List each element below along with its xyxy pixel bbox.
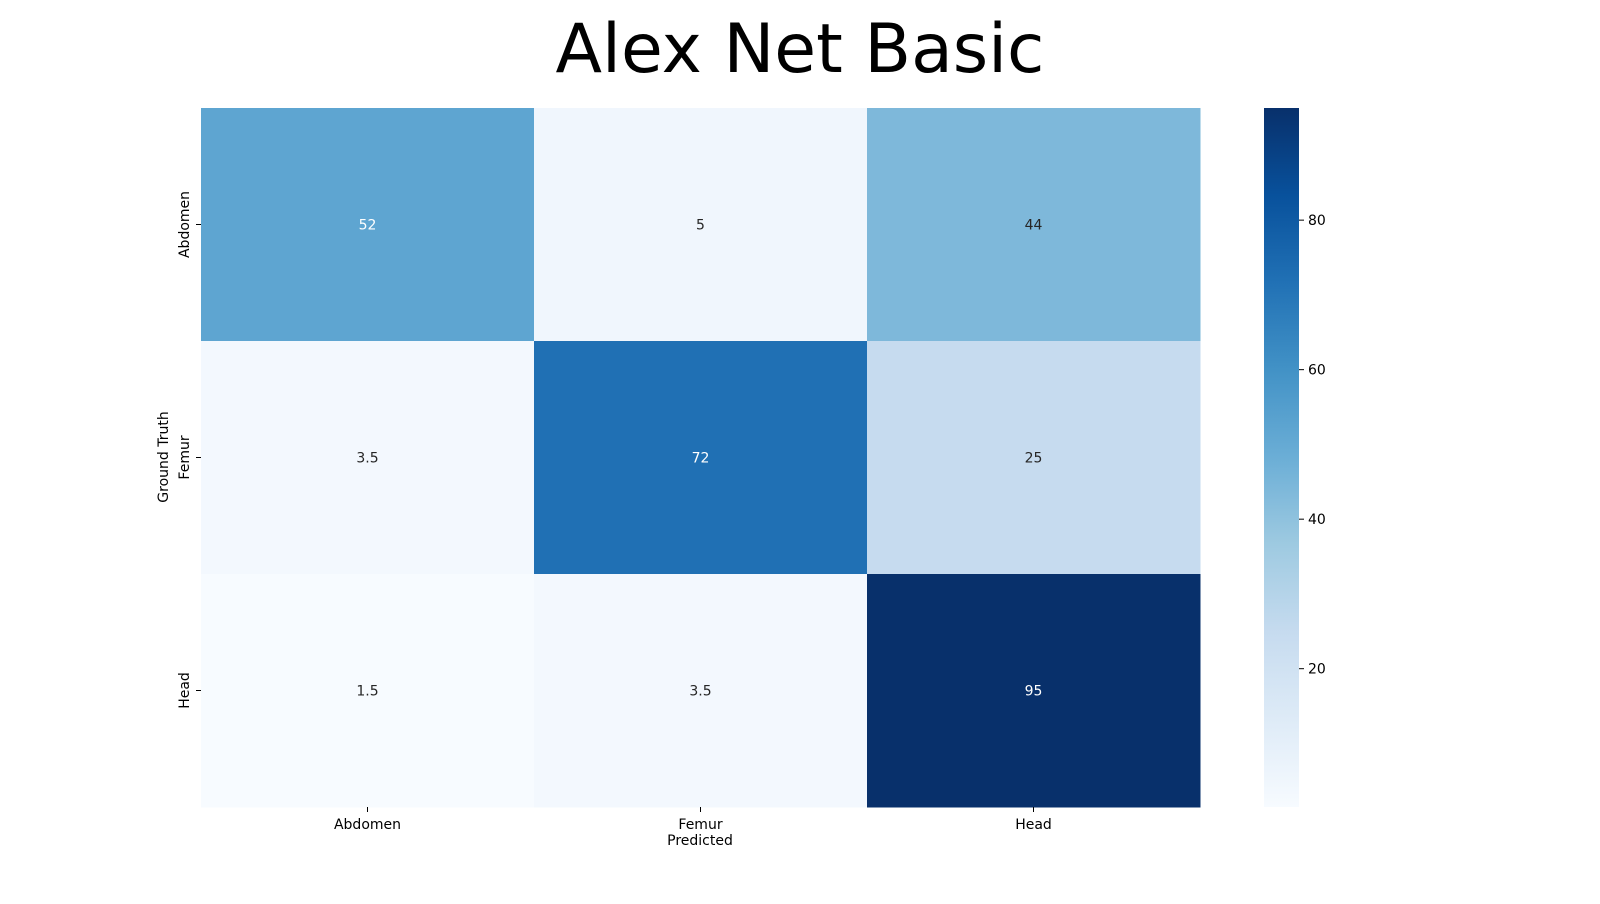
y-tick-label: Head <box>177 672 193 709</box>
heatmap-cell <box>867 341 1201 575</box>
x-axis-label: Predicted <box>667 833 733 849</box>
colorbar-tick-label: 80 <box>1308 213 1326 229</box>
cell-value-label: 3.5 <box>356 451 378 467</box>
y-tick-label: Abdomen <box>177 191 193 258</box>
cell-value-label: 44 <box>1025 218 1043 234</box>
chart-title: Alex Net Basic <box>556 10 1045 89</box>
heatmap-cell <box>201 108 535 342</box>
heatmap-annotations: 52 5 44 3.5 72 25 1.5 3.5 95 <box>356 218 1042 700</box>
heatmap-cell <box>201 574 535 808</box>
heatmap-cell <box>867 108 1201 342</box>
cell-value-label: 52 <box>359 218 377 234</box>
x-tick-label: Head <box>1015 817 1052 833</box>
cell-value-label: 95 <box>1025 684 1043 700</box>
y-axis: Abdomen Femur Head <box>177 191 201 709</box>
x-tick-label: Abdomen <box>334 817 401 833</box>
colorbar-tick-label: 40 <box>1308 512 1326 528</box>
colorbar-tick-label: 20 <box>1308 662 1326 678</box>
cell-value-label: 1.5 <box>356 684 378 700</box>
y-axis-label: Ground Truth <box>156 411 172 502</box>
heatmap-cell <box>534 574 868 808</box>
heatmap-cell <box>201 341 535 575</box>
heatmap-cell <box>867 574 1201 808</box>
cell-value-label: 72 <box>692 451 710 467</box>
heatmap-cells <box>201 108 1201 808</box>
heatmap-cell <box>534 341 868 575</box>
cell-value-label: 25 <box>1025 451 1043 467</box>
cell-value-label: 5 <box>696 218 705 234</box>
colorbar: 20 40 60 80 <box>1264 108 1326 807</box>
cell-value-label: 3.5 <box>689 684 711 700</box>
x-axis: Abdomen Femur Head <box>334 807 1052 833</box>
x-tick-label: Femur <box>678 817 722 833</box>
colorbar-scale <box>1264 108 1299 807</box>
colorbar-tick-label: 60 <box>1308 363 1326 379</box>
heatmap-cell <box>534 108 868 342</box>
y-tick-label: Femur <box>177 435 193 479</box>
